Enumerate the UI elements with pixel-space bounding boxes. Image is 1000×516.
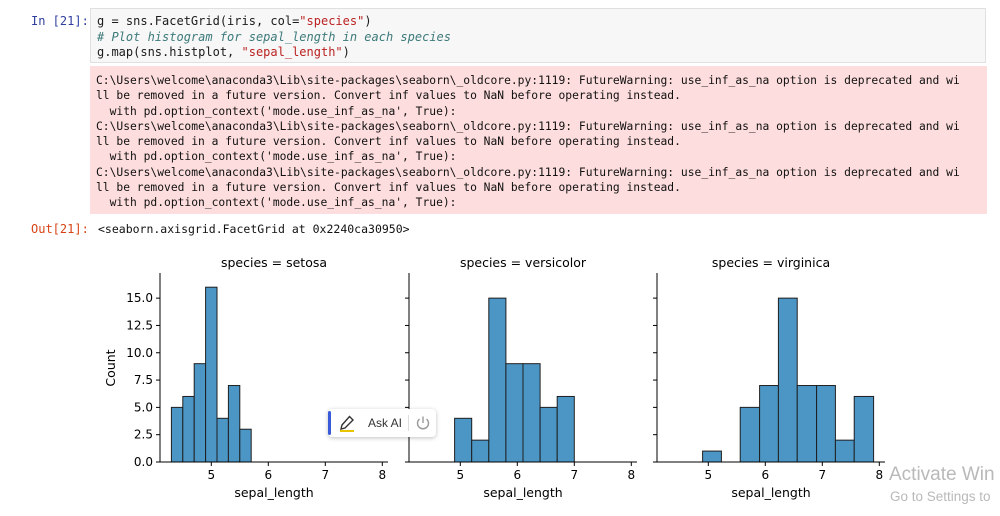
histogram-bar	[702, 450, 722, 463]
x-axis-label: sepal_length	[483, 485, 562, 500]
x-axis-label: sepal_length	[234, 485, 313, 500]
pen-icon[interactable]	[337, 414, 357, 432]
x-axis-label: sepal_length	[731, 485, 810, 500]
x-tick-label: 7	[570, 468, 578, 482]
output-prompt: Out[21]:	[31, 222, 89, 236]
y-tick-label: 12.5	[126, 318, 153, 332]
stderr-line: with pd.option_context('mode.use_inf_as_…	[96, 150, 457, 164]
output-repr: <seaborn.axisgrid.FacetGrid at 0x2240ca3…	[98, 222, 410, 236]
code-token: g = sns.FacetGrid(iris, col=	[97, 14, 300, 28]
histogram-bar	[239, 428, 252, 463]
stderr-line: with pd.option_context('mode.use_inf_as_…	[96, 196, 457, 210]
windows-activation-watermark: Activate Win	[889, 464, 995, 485]
x-tick-label: 5	[456, 468, 464, 482]
x-tick-label: 7	[321, 468, 329, 482]
stderr-line: ll be removed in a future version. Conve…	[96, 89, 681, 103]
power-icon[interactable]	[414, 414, 432, 432]
stderr-line: C:\Users\welcome\anaconda3\Lib\site-pack…	[96, 74, 960, 87]
y-tick-label: 2.5	[134, 428, 153, 442]
histogram-bar	[488, 297, 507, 463]
code-cell[interactable]: g = sns.FacetGrid(iris, col="species") # …	[90, 8, 986, 63]
x-tick-label: 5	[704, 468, 712, 482]
input-prompt: In [21]:	[31, 14, 89, 28]
histogram-bar	[193, 363, 207, 463]
y-tick-label: 5.0	[134, 400, 153, 414]
histogram-bar	[522, 363, 541, 463]
y-tick-label: 7.5	[134, 373, 153, 387]
histogram-bar	[454, 417, 473, 463]
code-line: g = sns.FacetGrid(iris, col="species")	[97, 14, 979, 30]
code-token: "species"	[299, 14, 365, 28]
x-tick-label: 8	[875, 468, 883, 482]
stderr-line: C:\Users\welcome\anaconda3\Lib\site-pack…	[96, 119, 960, 133]
histogram-bar	[227, 385, 241, 463]
code-token: )	[364, 14, 372, 28]
code-token: g.map(sns.histplot,	[97, 45, 242, 59]
code-token: )	[342, 45, 350, 59]
x-tick-label: 5	[207, 468, 215, 482]
histogram-bar	[205, 286, 218, 463]
x-tick-label: 8	[627, 468, 635, 482]
panel-title: species = virginica	[712, 255, 830, 270]
histogram-bar	[556, 395, 575, 463]
stderr-output: C:\Users\welcome\anaconda3\Lib\site-pack…	[90, 66, 987, 214]
x-tick-label: 6	[513, 468, 521, 482]
histogram-bar	[739, 406, 761, 463]
histogram-bar	[777, 297, 798, 463]
ask-ai-label[interactable]: Ask AI	[368, 416, 403, 430]
y-tick-label: 10.0	[126, 346, 153, 360]
histogram-bar	[834, 439, 855, 463]
code-line: # Plot histogram for sepal_length in eac…	[97, 30, 979, 46]
stderr-line: C:\Users\welcome\anaconda3\Lib\site-pack…	[96, 165, 960, 179]
histogram-bar	[505, 363, 524, 463]
ask-ai-accent-bar	[328, 411, 331, 435]
histogram-bar	[170, 406, 184, 463]
histogram-bar	[182, 395, 195, 463]
x-tick-label: 6	[264, 468, 272, 482]
code-line: g.map(sns.histplot, "sepal_length")	[97, 45, 979, 61]
histogram-bar	[853, 395, 875, 463]
code-token: "sepal_length"	[241, 45, 343, 59]
x-tick-label: 6	[761, 468, 769, 482]
histogram-bar	[539, 406, 558, 463]
ask-ai-separator	[408, 415, 409, 431]
histogram-bar	[816, 385, 836, 463]
histogram-bar	[759, 385, 779, 463]
panel-title: species = setosa	[221, 255, 327, 270]
x-tick-label: 8	[378, 468, 386, 482]
y-tick-label: 0.0	[134, 455, 153, 469]
code-token: # Plot histogram for sepal_length in eac…	[97, 29, 452, 44]
histogram-bar	[796, 385, 818, 463]
windows-activation-hint: Go to Settings to	[890, 489, 991, 504]
stderr-line: ll be removed in a future version. Conve…	[96, 181, 681, 195]
stderr-line: ll be removed in a future version. Conve…	[96, 135, 681, 149]
panel-title: species = versicolor	[460, 255, 587, 270]
ask-ai-widget[interactable]: Ask AI	[328, 409, 436, 437]
stderr-line: with pd.option_context('mode.use_inf_as_…	[96, 104, 457, 118]
y-tick-label: 15.0	[126, 291, 153, 305]
x-tick-label: 7	[818, 468, 826, 482]
histogram-bar	[216, 417, 229, 463]
histogram-bar	[471, 439, 490, 463]
y-axis-label: Count	[103, 349, 118, 386]
